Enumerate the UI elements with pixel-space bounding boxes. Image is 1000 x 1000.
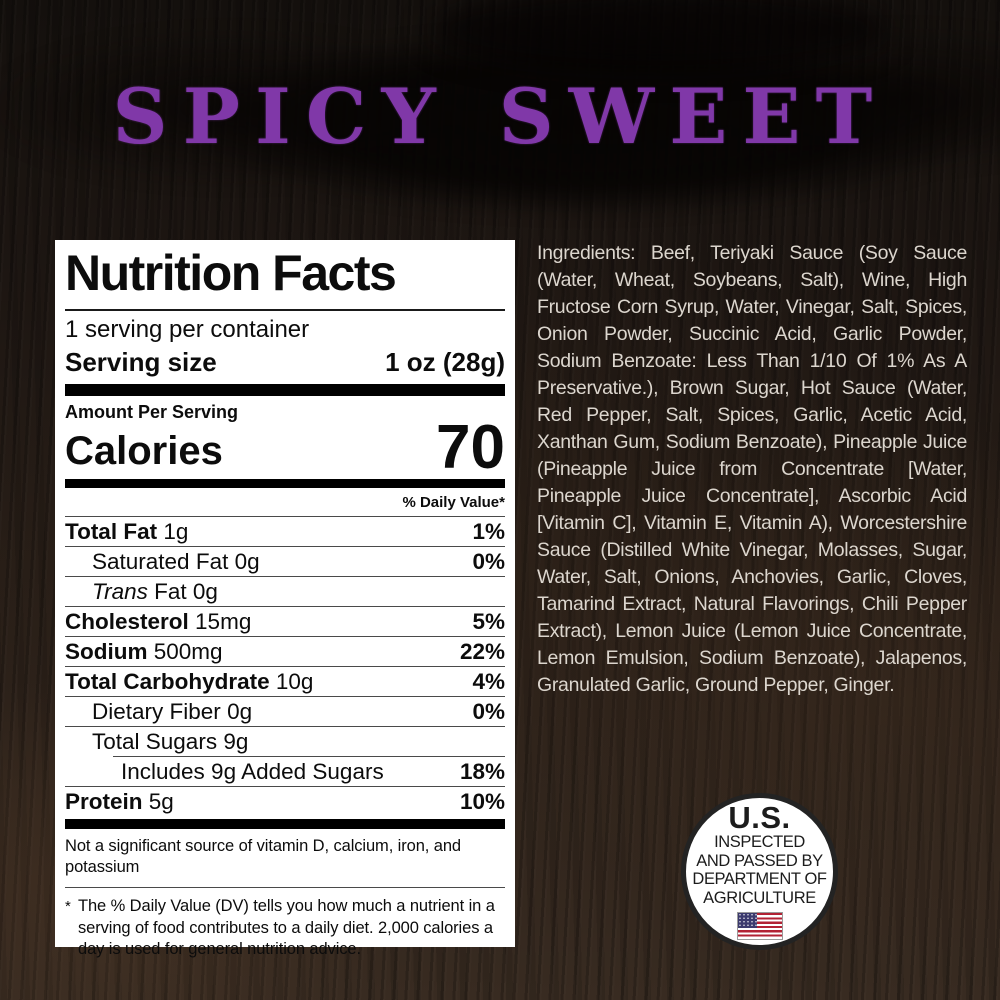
nutrient-row-dietary-fiber: Dietary Fiber 0g 0% — [65, 697, 505, 726]
nutrient-row-cholesterol: Cholesterol 15mg 5% — [65, 607, 505, 636]
footnote-text: The % Daily Value (DV) tells you how muc… — [78, 897, 495, 958]
nutrient-amount: 10g — [275, 669, 314, 694]
us-flag-icon — [736, 912, 783, 940]
seal-department-text: DEPARTMENT OF — [692, 870, 827, 888]
nutrient-dv: 0% — [472, 699, 505, 724]
divider — [65, 696, 505, 697]
flavor-title: SPICY SWEET — [112, 72, 888, 161]
nutrient-name: Protein — [65, 789, 143, 814]
calories-value: 70 — [436, 413, 505, 482]
nutrient-amount: 500mg — [153, 639, 223, 664]
nutrient-row-added-sugars: Includes 9g Added Sugars 18% — [65, 757, 505, 786]
calories-label: Calories — [65, 429, 223, 473]
divider — [65, 309, 505, 311]
nutrient-dv: 18% — [459, 759, 505, 784]
thick-divider — [65, 479, 505, 488]
nutrient-amount: 5g — [148, 789, 174, 814]
servings-per-container: 1 serving per container — [65, 316, 310, 343]
nutrient-row-trans-fat: Trans Fat 0g — [65, 577, 505, 606]
nutrient-amount: 0g — [234, 549, 260, 574]
nutrient-dv: 10% — [459, 789, 505, 814]
nutrition-facts-heading: Nutrition Facts — [65, 245, 397, 301]
nutrient-dv: 1% — [472, 519, 505, 544]
serving-size-row: Serving size 1 oz (28g) — [65, 346, 505, 379]
nutrient-name: Trans — [92, 579, 148, 604]
usda-inspection-seal: U.S. INSPECTED AND PASSED BY DEPARTMENT … — [681, 793, 838, 950]
nutrient-dv: 5% — [472, 609, 505, 634]
divider-indented — [113, 756, 505, 757]
thick-divider — [65, 384, 505, 396]
nutrient-name: Dietary Fiber — [92, 699, 221, 724]
divider — [65, 576, 505, 577]
nutrient-row-total-fat: Total Fat 1g 1% — [65, 517, 505, 546]
divider — [65, 636, 505, 637]
divider — [65, 887, 505, 888]
nutrient-row-protein: Protein 5g 10% — [65, 787, 505, 816]
divider — [65, 516, 505, 517]
nutrition-facts-panel: Nutrition Facts 1 serving per container … — [55, 240, 515, 958]
seal-inspected-text: INSPECTED — [714, 833, 805, 851]
nutrient-name: Includes 9g Added Sugars — [121, 759, 384, 784]
serving-size-value: 1 oz (28g) — [385, 347, 505, 377]
us-flag-canton — [737, 913, 757, 928]
nutrient-name: Total Fat — [65, 519, 158, 544]
ingredients-paragraph: Ingredients: Beef, Teriyaki Sauce (Soy S… — [537, 242, 967, 696]
divider — [65, 606, 505, 607]
footnote-asterisk: * — [65, 898, 71, 915]
nutrient-row-sodium: Sodium 500mg 22% — [65, 637, 505, 666]
amount-per-serving-label: Amount Per Serving — [65, 402, 239, 422]
calories-row: Calories 70 — [65, 413, 505, 482]
nutrient-amount: 9g — [223, 729, 249, 754]
nutrient-dv: 4% — [472, 669, 505, 694]
nutrient-row-saturated-fat: Saturated Fat 0g 0% — [65, 547, 505, 576]
nutrient-dv: 22% — [459, 639, 505, 664]
divider — [65, 666, 505, 667]
nutrient-row-total-carbohydrate: Total Carbohydrate 10g 4% — [65, 667, 505, 696]
nutrient-dv: 0% — [472, 549, 505, 574]
nutrient-name: Total Carbohydrate — [65, 669, 270, 694]
seal-agriculture-text: AGRICULTURE — [703, 888, 816, 907]
divider — [65, 786, 505, 787]
paint-smear-top — [430, 0, 890, 70]
divider — [65, 726, 505, 727]
nutrient-amount: 1g — [163, 519, 189, 544]
nutrient-amount: 0g — [227, 699, 253, 724]
thick-divider — [65, 819, 505, 829]
nutrient-row-total-sugars: Total Sugars 9g — [65, 727, 505, 756]
daily-value-header: % Daily Value* — [402, 494, 505, 511]
serving-size-label: Serving size — [65, 347, 217, 377]
nutrient-amount: 15mg — [195, 609, 252, 634]
nutrient-name: Sodium — [65, 639, 148, 664]
divider — [65, 546, 505, 547]
nutrient-name: Saturated Fat — [92, 549, 229, 574]
nutrient-amount: Fat 0g — [154, 579, 218, 604]
nutrient-name: Total Sugars — [92, 729, 218, 754]
seal-us-text: U.S. — [728, 800, 791, 835]
nutrient-name: Cholesterol — [65, 609, 189, 634]
daily-value-footnote: * The % Daily Value (DV) tells you how m… — [65, 896, 505, 961]
not-significant-note: Not a significant source of vitamin D, c… — [65, 837, 461, 876]
seal-passed-text: AND PASSED BY — [696, 851, 823, 870]
